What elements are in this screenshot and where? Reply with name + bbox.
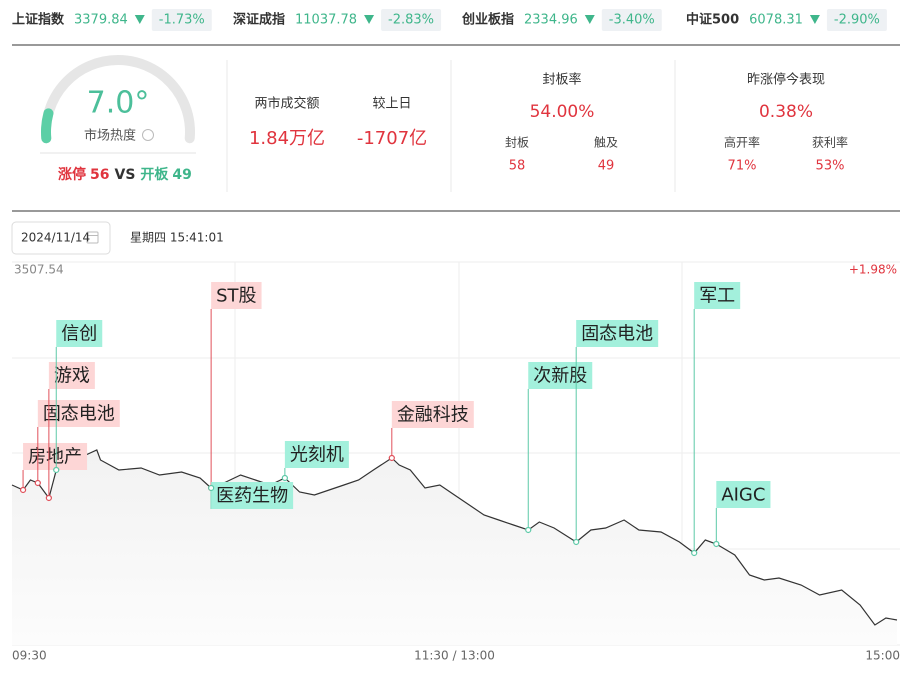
index-name: 上证指数	[12, 12, 65, 28]
annotation-point	[208, 484, 215, 492]
annotation-label: 光刻机	[290, 445, 344, 466]
index-name: 中证500	[686, 12, 739, 28]
annotation-label: 固态电池	[43, 404, 115, 425]
turnover-value: 1.84万亿	[249, 128, 325, 149]
annotation-point	[691, 549, 698, 557]
yesterday-title: 昨涨停今表现	[747, 72, 825, 88]
annotation-box	[211, 482, 294, 509]
change-pill	[381, 9, 442, 31]
limit-up-label: 涨停	[58, 166, 86, 183]
annotation-box	[284, 441, 349, 468]
vs: VS	[114, 167, 135, 183]
yesterday-item-value: 71%	[728, 159, 757, 174]
annotation-box	[37, 400, 120, 427]
x-tick-label: 11:30 / 13:00	[414, 649, 495, 663]
annotation-box	[694, 282, 741, 309]
date-picker[interactable]	[11, 221, 111, 255]
limit-up-count: 56	[90, 167, 109, 183]
annotation-box	[528, 362, 593, 389]
annotation-box	[56, 320, 103, 347]
index-name: 深证成指	[233, 12, 285, 28]
y-tick-label: 3507.54	[14, 263, 64, 277]
annotation-box	[211, 282, 262, 309]
open-count: 49	[172, 167, 191, 183]
heat-value: 7.0°	[87, 86, 150, 121]
change-pill	[151, 9, 212, 31]
change-pill	[601, 9, 662, 31]
seal-item-value: 49	[598, 159, 615, 174]
annotation-point	[53, 466, 60, 474]
index-price: 11037.78	[295, 13, 357, 28]
annotation-point	[525, 526, 532, 534]
calendar-icon	[86, 231, 99, 244]
index-price: 2334.96	[524, 13, 578, 28]
seal-item-label: 封板	[505, 136, 529, 150]
yesterday-item-label: 高开率	[724, 135, 760, 150]
seal-item-label: 触及	[594, 136, 618, 150]
area	[12, 450, 897, 645]
annotation-point	[45, 494, 52, 502]
vs-prev-label: 较上日	[372, 97, 411, 112]
index-change: -3.40%	[609, 13, 655, 28]
annotation-label: 游戏	[54, 366, 90, 387]
down-arrow	[134, 15, 145, 24]
annotation-point	[19, 486, 27, 494]
annotation-point	[34, 479, 41, 487]
annotation-label: 次新股	[533, 366, 587, 387]
annotation-label: AIGC	[721, 485, 765, 506]
index-price: 6078.31	[749, 13, 803, 28]
help-icon[interactable]	[142, 129, 154, 141]
annotation-box	[391, 401, 474, 428]
price-line	[11, 449, 898, 626]
seal-item-value: 58	[509, 159, 526, 174]
time: 星期四 15:41:01	[130, 231, 224, 245]
turnover-label: 两市成交额	[254, 96, 319, 112]
x-tick-label: 09:30	[12, 649, 47, 663]
index-name: 创业板指	[461, 12, 514, 28]
index-change: -1.73%	[159, 13, 205, 28]
x-tick-label: 15:00	[865, 649, 900, 663]
heat-label: 市场热度	[84, 128, 136, 144]
annotation-point	[281, 474, 288, 482]
date: 2024/11/14	[21, 231, 90, 245]
yesterday-value: 0.38%	[759, 102, 813, 122]
yesterday-item-label: 获利率	[812, 135, 848, 150]
annotation-box	[23, 443, 88, 470]
annotation-point	[713, 540, 720, 548]
annotation-box	[576, 320, 659, 347]
annotation-label: ST股	[216, 286, 256, 307]
y2-tick-label: +1.98%	[849, 263, 897, 277]
down-arrow	[364, 15, 375, 24]
annotation-label: 固态电池	[581, 324, 653, 345]
annotation-label: 医药生物	[216, 486, 288, 507]
change-pill	[826, 9, 887, 31]
down-arrow	[809, 15, 820, 24]
gauge-fill	[41, 108, 54, 144]
index-price: 3379.84	[74, 13, 128, 28]
open-label: 开板	[140, 166, 169, 183]
seal-value: 54.00%	[530, 102, 595, 122]
annotation-label: 金融科技	[397, 405, 469, 426]
down-arrow	[584, 15, 595, 24]
index-change: -2.83%	[388, 13, 434, 28]
annotation-label: 信创	[61, 324, 97, 345]
annotation-label: 军工	[699, 286, 735, 307]
annotation-point	[388, 454, 395, 462]
annotation-label: 房地产	[28, 447, 82, 468]
vs-prev-value: -1707亿	[357, 128, 427, 149]
seal-title: 封板率	[542, 72, 581, 88]
gauge-track	[41, 55, 195, 144]
yesterday-item-value: 53%	[816, 159, 845, 174]
index-change: -2.90%	[834, 13, 880, 28]
annotation-point	[573, 538, 580, 546]
annotation-box	[716, 481, 771, 508]
